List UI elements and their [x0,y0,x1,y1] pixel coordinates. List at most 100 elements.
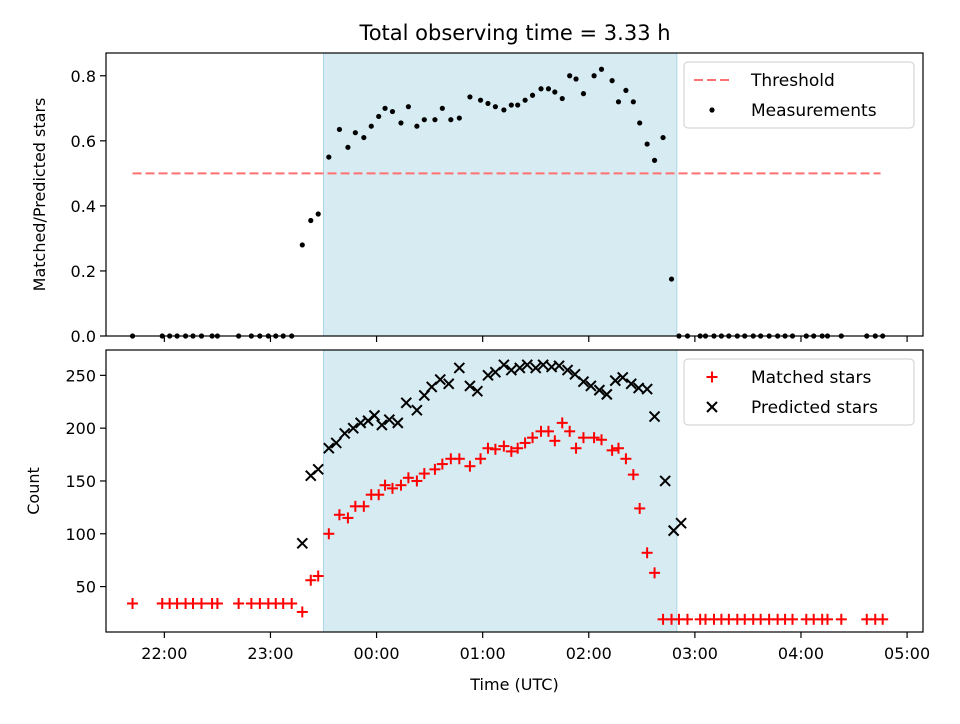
measurement-point [644,141,650,147]
matched-stars-point [588,432,600,444]
matched-stars-point [418,468,430,480]
predicted-stars-stroke-b [376,419,388,431]
matched-stars-point [596,434,608,446]
measurement-point [398,120,404,126]
x-tick-label: 22:00 [141,644,187,663]
matched-stars-point [286,597,298,609]
x-axis-label: Time (UTC) [469,675,558,694]
predicted-stars-stroke-b [323,442,335,454]
axes-frame [105,52,924,337]
x-tick-label: 04:00 [778,644,824,663]
predicted-stars-stroke-b [443,378,455,390]
predicted-stars-stroke-b [339,427,351,440]
predicted-stars-point [577,375,590,388]
observing-window-shade [323,53,677,336]
predicted-stars-stroke-b [482,369,494,382]
measurement-point [651,157,658,163]
predicted-stars-point [625,378,637,390]
y-tick-label: 0.4 [71,197,96,216]
matched-stars-point [641,547,653,559]
matched-stars-point [542,425,554,437]
predicted-stars-stroke-b [609,374,622,387]
predicted-stars-point [641,383,653,395]
y-tick-label: 0.2 [71,262,96,281]
matched-stars-point [489,443,501,455]
matched-stars-point [482,442,494,454]
measurement-point [315,211,321,217]
x-tick-label: 23:00 [247,644,293,663]
chart-title: Total observing time = 3.33 h [358,21,670,45]
measurement-point [389,108,396,115]
matched-stars-point [358,500,370,512]
measurement-point [361,134,367,141]
predicted-stars-point [514,362,526,374]
matched-stars-point [342,512,354,524]
predicted-stars-point [648,410,661,423]
matched-stars-point [127,597,139,609]
matched-stars-point [786,613,798,625]
predicted-stars-stroke-b [368,409,381,422]
predicted-stars-stroke-b [521,359,533,371]
predicted-stars-point [383,414,396,426]
matched-stars-point [512,442,524,454]
measurement-point [439,105,445,111]
measurement-point [508,102,514,108]
matched-stars-point [620,453,632,465]
measurement-point [368,123,374,129]
legend-label: Threshold [750,71,835,91]
predicted-stars-stroke-b [675,517,687,529]
matched-stars-point [386,482,398,494]
measurement-point [529,92,536,98]
measurement-point [432,117,438,123]
legend-label: Predicted stars [751,398,878,418]
observing-window-shade [323,350,677,632]
predicted-stars-point [601,388,613,401]
predicted-stars-stroke-b [561,364,574,376]
predicted-stars-point [434,373,446,386]
measurement-point [345,144,351,150]
matched-stars-point [464,460,476,472]
predicted-stars-point [498,359,510,371]
measurement-point [609,78,615,84]
predicted-stars-stroke-b [648,410,661,423]
matched-stars-point [323,528,335,540]
x-tick-label: 05:00 [884,644,930,663]
predicted-stars-stroke-b [585,380,597,392]
y-tick-label: 50 [76,578,96,597]
measurement-point [591,73,597,79]
predicted-stars-stroke-b [514,362,526,374]
predicted-stars-point [593,384,606,396]
matched-stars-point [570,442,582,454]
legend-measurement-swatch [709,107,715,113]
measurement-point [623,87,629,94]
matched-stars-point [429,463,441,475]
predicted-stars-point [392,417,404,429]
predicted-stars-stroke-b [659,475,671,487]
legend-label: Matched stars [751,368,871,388]
predicted-stars-stroke-b [553,360,565,372]
predicted-stars-point [585,380,597,392]
predicted-stars-stroke-b [505,364,518,376]
predicted-stars-point [453,362,466,374]
matched-stars-point [498,440,510,452]
predicted-stars-point [296,537,308,549]
series-plus [127,417,889,625]
measurement-point [598,66,605,72]
matched-stars-point [549,435,561,447]
predicted-stars-stroke-b [617,371,629,384]
x-tick-label: 03:00 [672,644,718,663]
measurement-point [559,95,565,102]
predicted-stars-point [561,364,574,376]
predicted-stars-stroke-b [641,383,653,395]
predicted-stars-point [482,369,494,382]
predicted-stars-point [376,419,388,431]
y-axis-label: Count [24,467,43,515]
measurement-point [352,130,358,136]
predicted-stars-point [505,364,518,376]
matched-stars-point [475,453,487,465]
predicted-stars-stroke-b [347,422,359,434]
measurement-point [580,91,587,97]
predicted-stars-stroke-b [569,368,581,380]
matched-stars-point [233,597,245,609]
